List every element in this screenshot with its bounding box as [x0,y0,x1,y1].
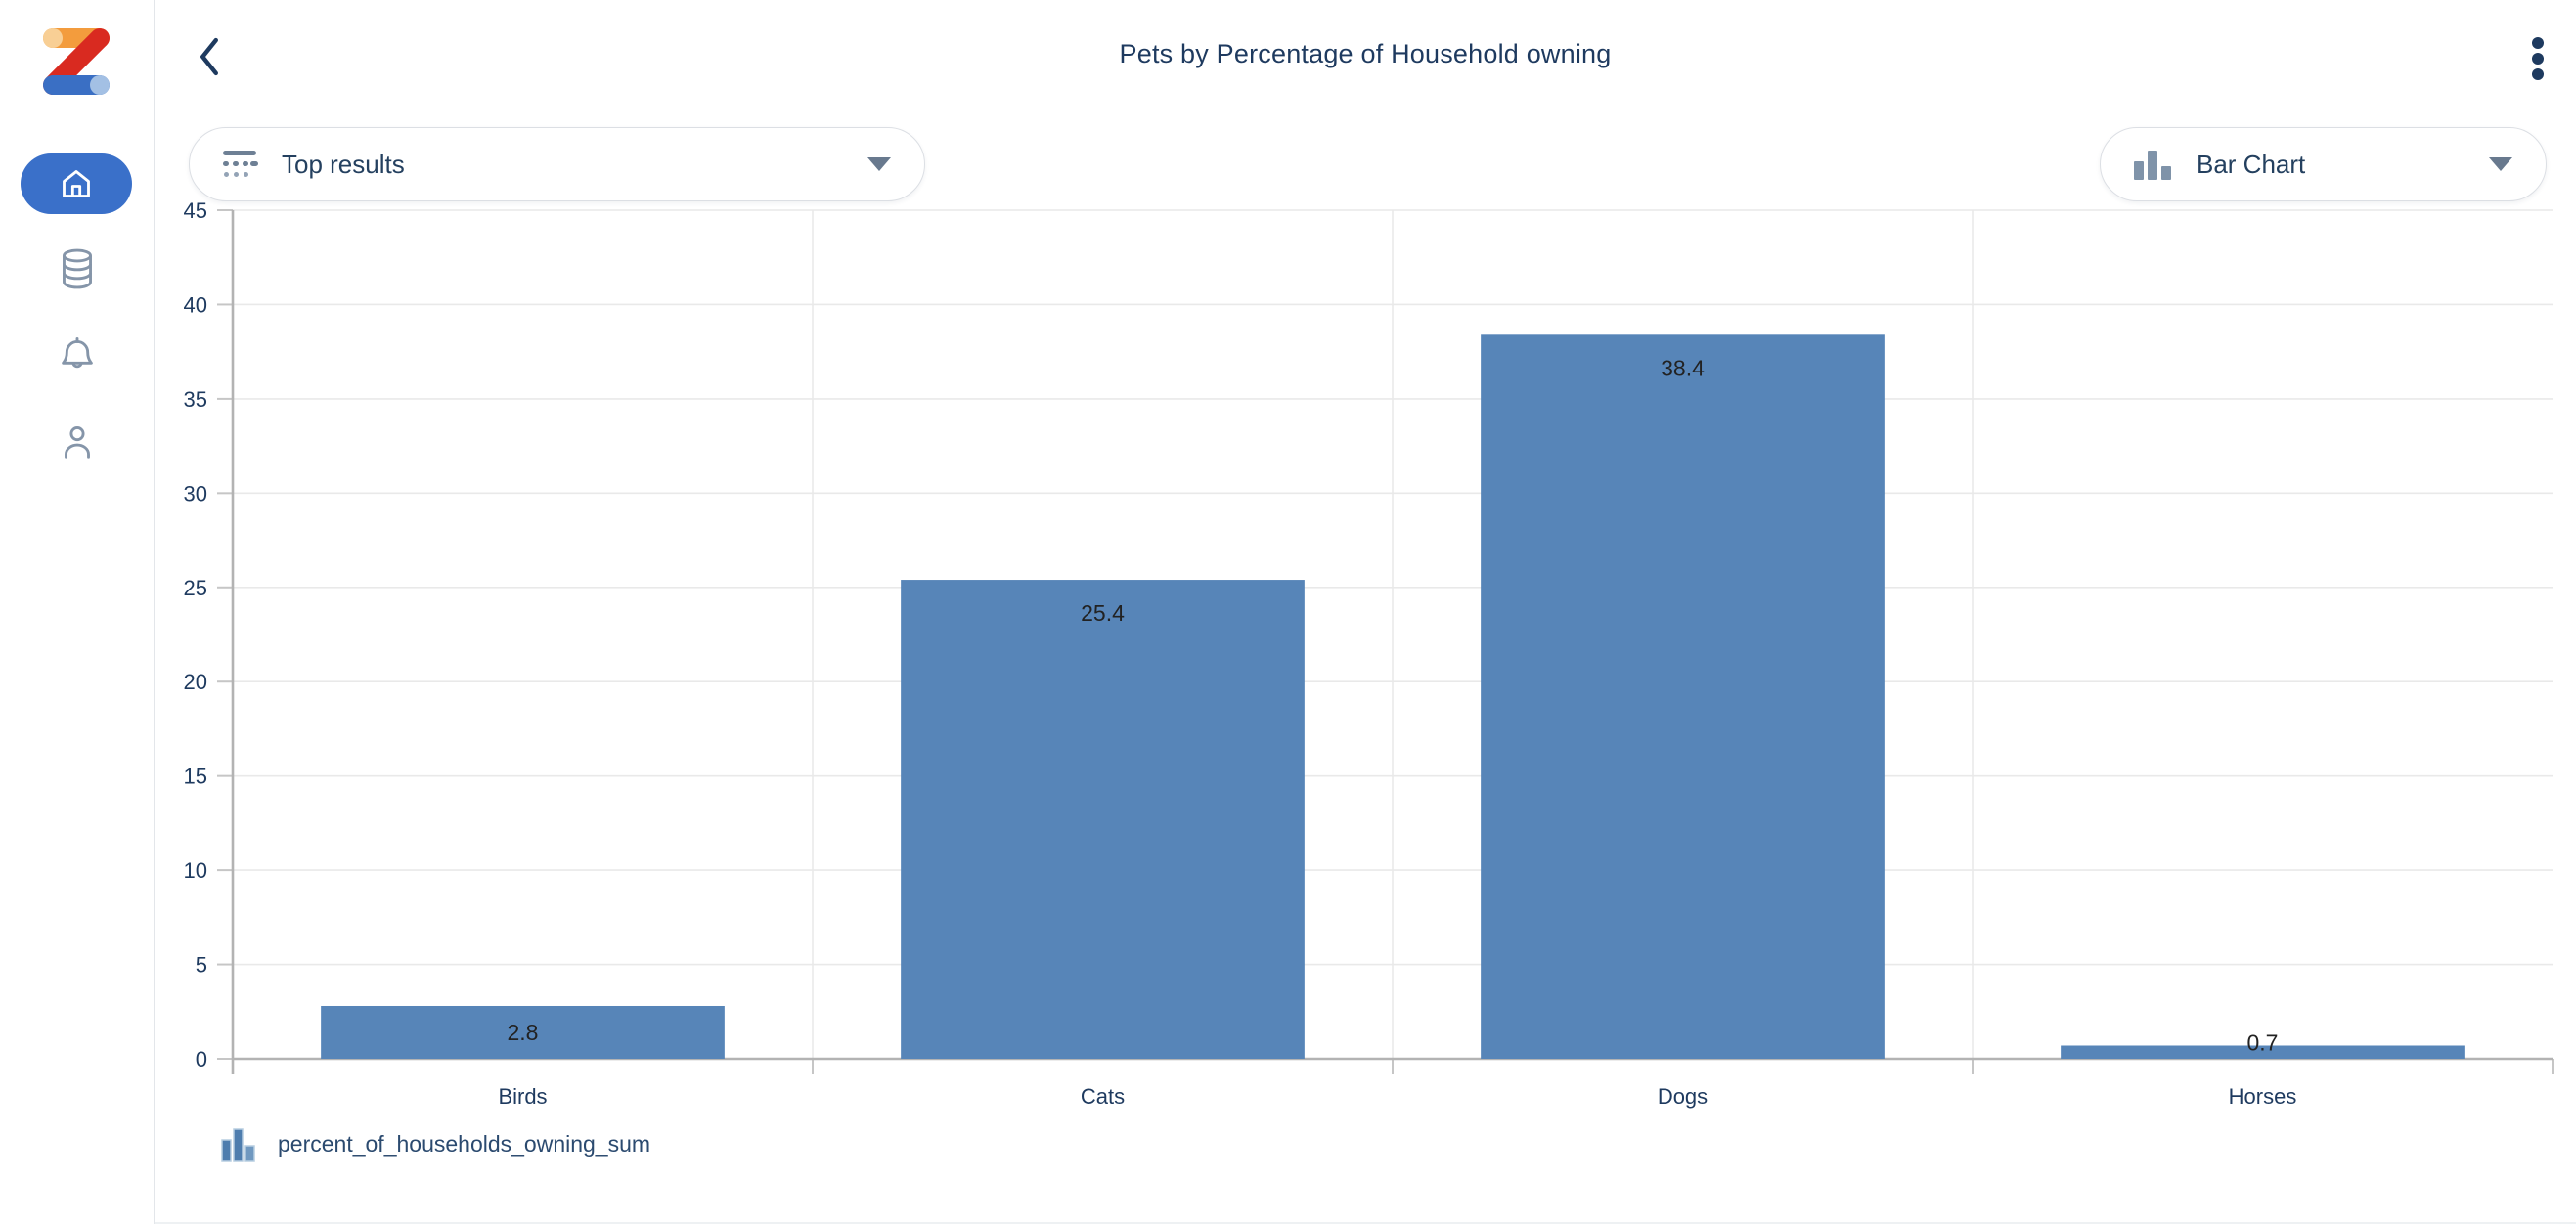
x-axis-category-label: Cats [1081,1084,1125,1109]
top-results-filter-icon [223,149,258,180]
sidebar-item-profile[interactable] [56,420,99,463]
y-axis-label: 5 [196,953,207,978]
page-title: Pets by Percentage of Household owning [1119,39,1612,68]
bar-cats[interactable] [901,580,1305,1059]
bar-value-label: 0.7 [2247,1029,2279,1055]
bar-chart-icon [2134,149,2173,180]
chevron-down-icon [867,157,891,171]
home-icon [63,170,90,197]
kebab-dot [2532,68,2544,80]
sidebar [0,0,155,1224]
bar-value-label: 38.4 [1661,355,1705,380]
chart-legend[interactable]: percent_of_households_owning_sum [219,1118,650,1169]
bar-value-label: 25.4 [1081,600,1125,626]
bar-value-label: 2.8 [508,1020,539,1045]
y-axis-label: 0 [196,1047,207,1071]
bar-dogs[interactable] [1481,334,1885,1060]
chart-type-dropdown[interactable]: Bar Chart [2100,127,2547,201]
chart-type-label: Bar Chart [2197,149,2306,179]
y-axis-label: 45 [184,198,207,223]
user-icon [65,426,90,459]
top-results-label: Top results [282,149,405,179]
bar-birds[interactable] [321,1005,725,1059]
y-axis-label: 25 [184,576,207,600]
y-axis-label: 40 [184,292,207,317]
x-axis-category-label: Horses [2229,1084,2297,1109]
app-logo[interactable] [39,27,113,96]
more-options-button[interactable] [2523,31,2553,86]
kebab-dot [2532,53,2544,65]
kebab-dot [2532,37,2544,49]
chevron-left-icon [200,37,218,76]
bar-horses[interactable] [2061,1045,2465,1059]
y-axis-label: 35 [184,387,207,412]
y-axis-label: 20 [184,670,207,694]
bell-icon [62,336,93,369]
y-axis-label: 30 [184,481,207,505]
y-axis-label: 10 [184,858,207,883]
x-axis-category-label: Birds [498,1084,547,1109]
series-name: percent_of_households_owning_sum [278,1130,651,1157]
sidebar-item-data[interactable] [56,247,99,290]
sidebar-item-home[interactable] [21,153,132,214]
back-button[interactable] [188,35,231,78]
chevron-down-icon [2489,157,2512,171]
x-axis-category-label: Dogs [1658,1084,1708,1109]
database-icon [63,248,92,289]
y-axis-label: 15 [184,765,207,789]
zing-logo-icon [43,28,110,95]
sidebar-item-alerts[interactable] [56,333,99,376]
top-results-dropdown[interactable]: Top results [189,127,925,201]
content-bottom-divider [155,1222,2576,1224]
series-bar-icon [221,1128,255,1162]
